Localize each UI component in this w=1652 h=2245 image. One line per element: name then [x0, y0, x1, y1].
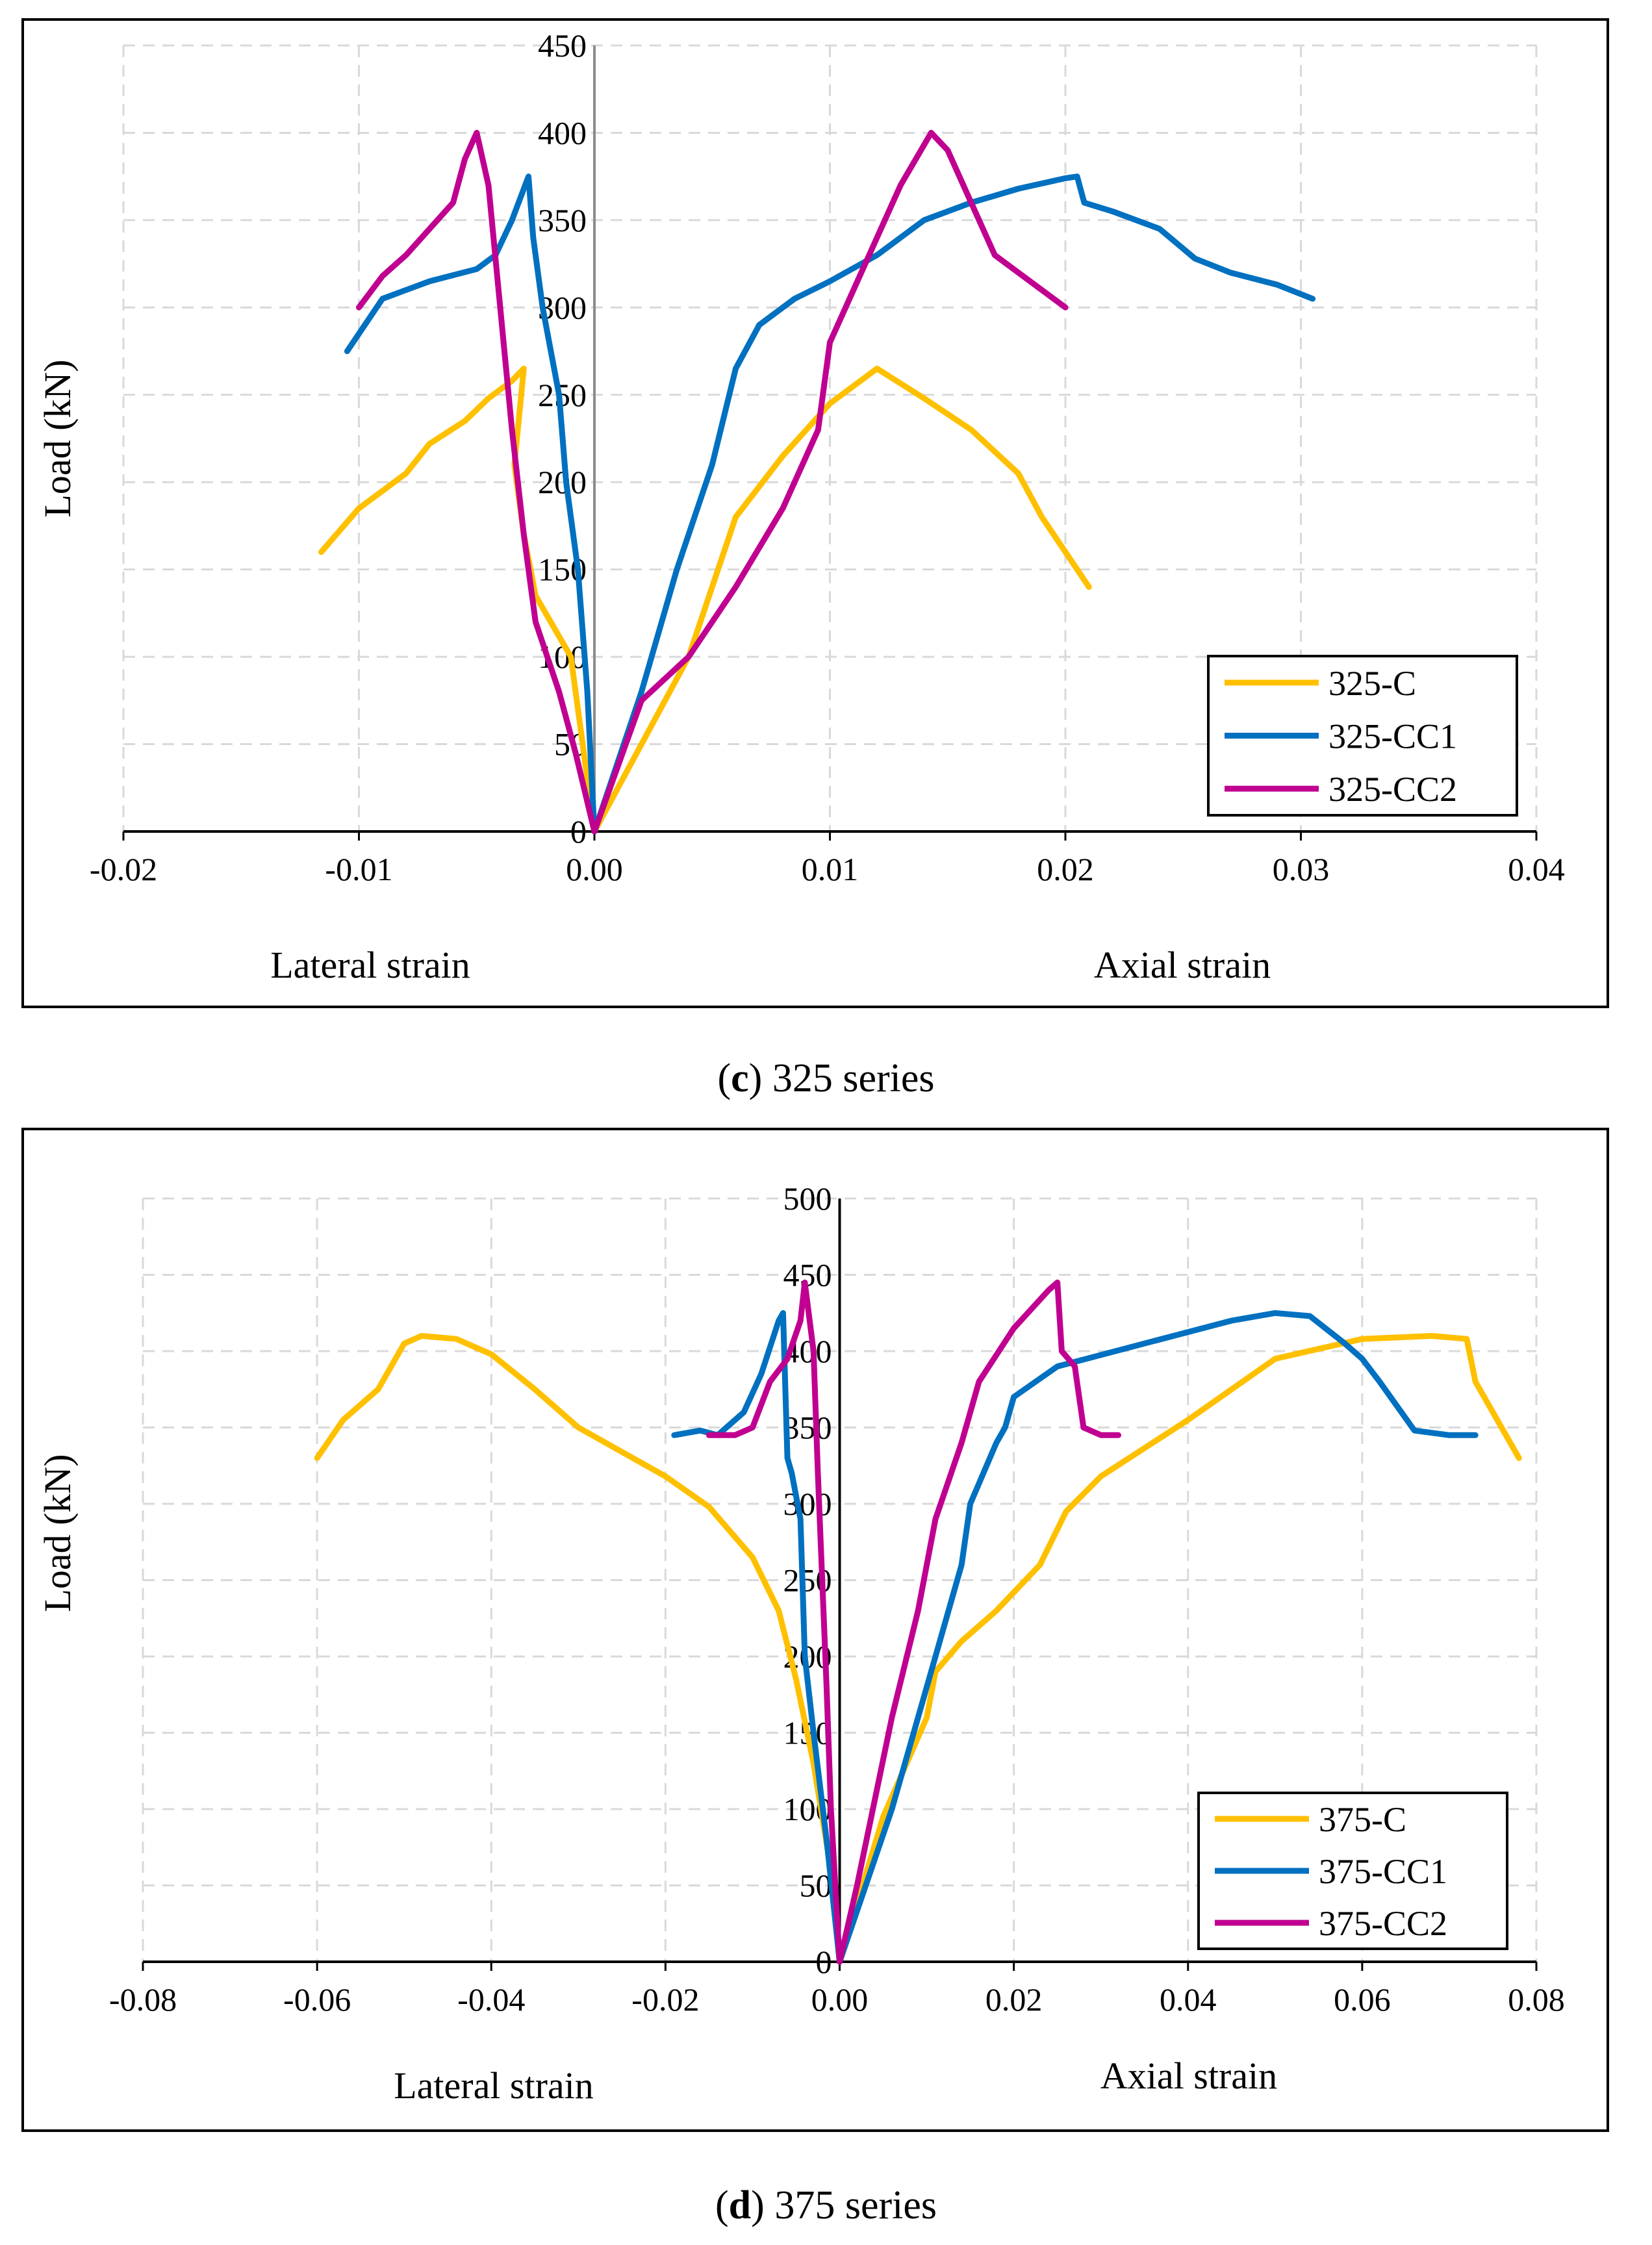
series-line-325-CC2: [356, 129, 1069, 835]
series-line-325-C: [318, 365, 1092, 835]
series-line-325-CC1: [344, 173, 1316, 835]
x-tick-label: 0.02: [985, 1981, 1043, 2018]
legend-label: 325-CC1: [1328, 717, 1457, 756]
x-tick-label: 0.01: [802, 851, 859, 887]
y-tick-label: 50: [800, 1868, 832, 1904]
chart-frame: [21, 1128, 1609, 2132]
x-axis-title-lateral: Lateral strain: [394, 2064, 594, 2107]
caption-text: 375 series: [774, 2183, 937, 2227]
x-tick-label: -0.04: [457, 1981, 525, 2018]
legend-label: 375-CC1: [1319, 1852, 1447, 1891]
caption-letter: d: [728, 2183, 752, 2227]
y-axis-title: Load (kN): [36, 1454, 79, 1612]
legend-label: 375-C: [1319, 1800, 1406, 1839]
series-line-375-CC1: [671, 1310, 1479, 1965]
caption-letter: c: [731, 1056, 749, 1100]
x-tick-label: 0.04: [1508, 851, 1565, 887]
y-tick-label: 0: [816, 1944, 832, 1980]
y-tick-label: 400: [538, 114, 587, 151]
y-tick-label: 500: [783, 1180, 832, 1217]
x-axis-title-lateral: Lateral strain: [270, 944, 470, 986]
x-tick-label: -0.06: [283, 1981, 351, 2018]
x-tick-label: -0.02: [631, 1981, 699, 2018]
x-axis-title-axial: Axial strain: [1100, 2055, 1277, 2097]
x-tick-label: 0.00: [566, 851, 623, 887]
y-axis-title: Load (kN): [36, 359, 79, 517]
x-tick-label: 0.08: [1508, 1981, 1565, 2018]
x-tick-label: 0.04: [1160, 1981, 1217, 2018]
chart-375-series: -0.08 -0.06 -0.04 -0.02 0.00 0.02 0.04 0.06 0.08…: [21, 1128, 1609, 2132]
x-tick-label: 0.02: [1037, 851, 1094, 887]
y-tick-label: 350: [783, 1410, 832, 1446]
x-tick-label: 0.00: [811, 1981, 869, 2018]
x-tick-label: -0.02: [90, 851, 157, 887]
caption-text: 325 series: [772, 1056, 935, 1100]
x-tick-label: -0.08: [109, 1981, 177, 2018]
x-tick-label: -0.01: [325, 851, 392, 887]
y-tick-label: 300: [783, 1486, 832, 1522]
caption-375-series: (d) 375 series: [715, 2183, 937, 2227]
caption-325-series: (c) 325 series: [717, 1056, 935, 1100]
chart-325-series: -0.02 -0.01 0.00 0.01 0.02 0.03 0.040501001502…: [21, 18, 1609, 1008]
y-tick-label: 450: [538, 27, 587, 64]
series-line-375-CC2: [705, 1279, 1121, 1965]
x-axis-title-axial: Axial strain: [1094, 944, 1271, 986]
y-tick-label: 350: [538, 202, 587, 238]
legend-label: 325-CC2: [1328, 770, 1457, 809]
legend-label: 375-CC2: [1319, 1904, 1447, 1943]
x-tick-label: 0.06: [1334, 1981, 1391, 2018]
x-tick-label: 0.03: [1273, 851, 1330, 887]
y-tick-label: 0: [570, 813, 587, 850]
legend-label: 325-C: [1328, 664, 1416, 703]
chart-frame: [21, 18, 1609, 1008]
